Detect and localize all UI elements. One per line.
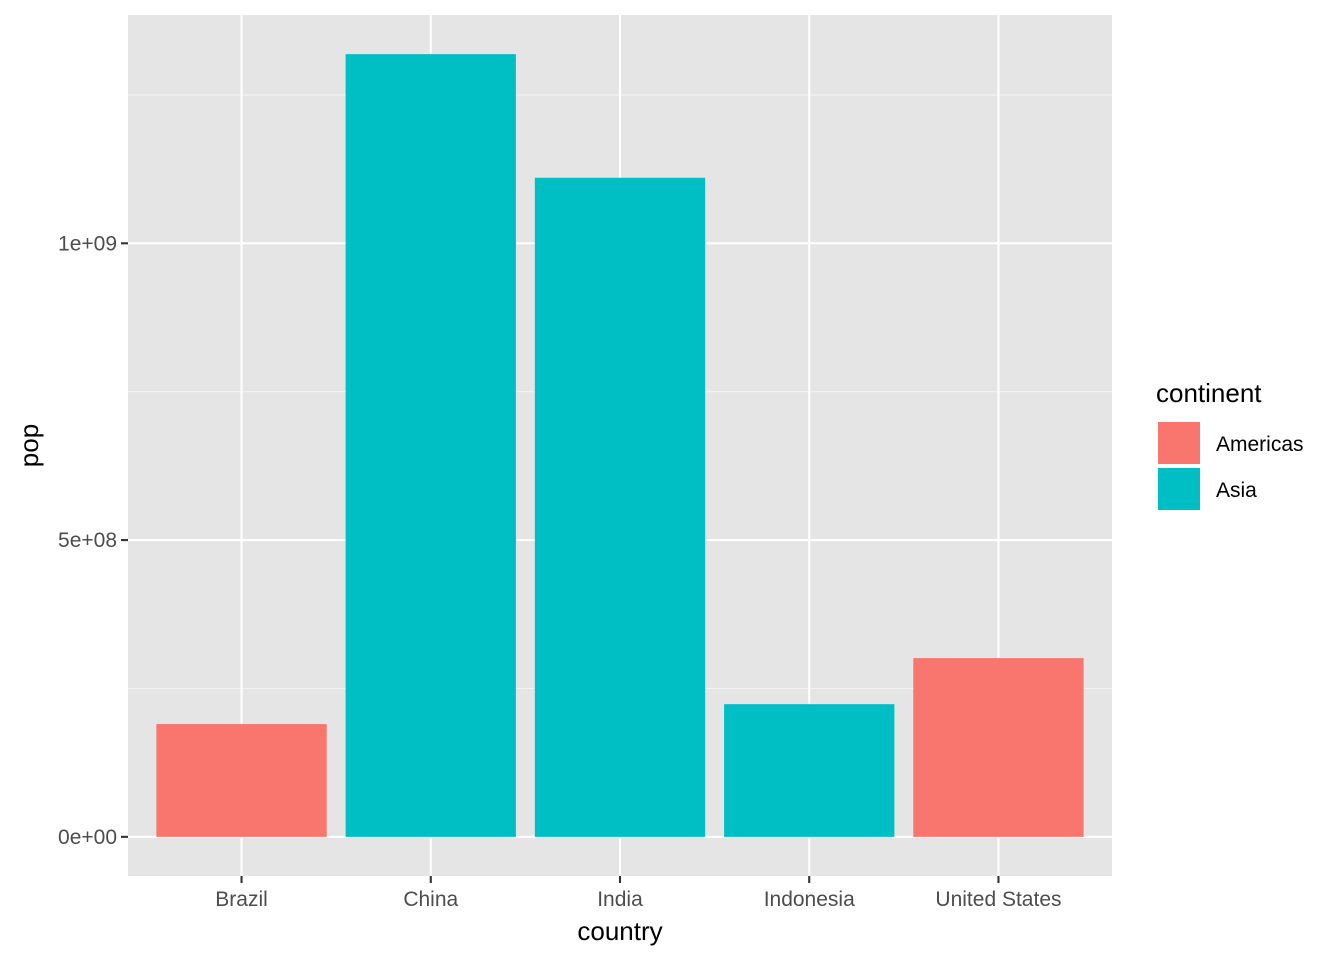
legend: continent Americas Asia xyxy=(1156,378,1304,510)
bar-brazil xyxy=(156,724,327,837)
y-axis: 0e+00 5e+08 1e+09 xyxy=(58,232,128,849)
x-axis: Brazil China India Indonesia United States xyxy=(215,876,1062,911)
bars xyxy=(156,54,1084,837)
bar-indonesia xyxy=(724,704,895,837)
x-tick-label-indonesia: Indonesia xyxy=(764,888,855,911)
x-axis-title: country xyxy=(577,916,662,946)
y-tick-label-2: 1e+09 xyxy=(58,232,117,255)
y-axis-title: pop xyxy=(14,424,44,467)
bar-china xyxy=(345,54,516,837)
bar-india xyxy=(534,177,706,837)
legend-title: continent xyxy=(1156,378,1262,408)
legend-label-asia: Asia xyxy=(1216,479,1257,502)
bar-united-states xyxy=(913,658,1084,837)
x-tick-label-india: India xyxy=(597,888,643,911)
y-tick-label-0: 0e+00 xyxy=(58,826,117,849)
x-tick-label-china: China xyxy=(403,888,458,911)
legend-label-americas: Americas xyxy=(1216,433,1304,456)
legend-key-americas xyxy=(1158,422,1200,464)
x-tick-label-united-states: United States xyxy=(935,888,1061,911)
legend-key-asia xyxy=(1158,468,1200,510)
y-tick-label-1: 5e+08 xyxy=(58,529,117,552)
x-tick-label-brazil: Brazil xyxy=(215,888,268,911)
